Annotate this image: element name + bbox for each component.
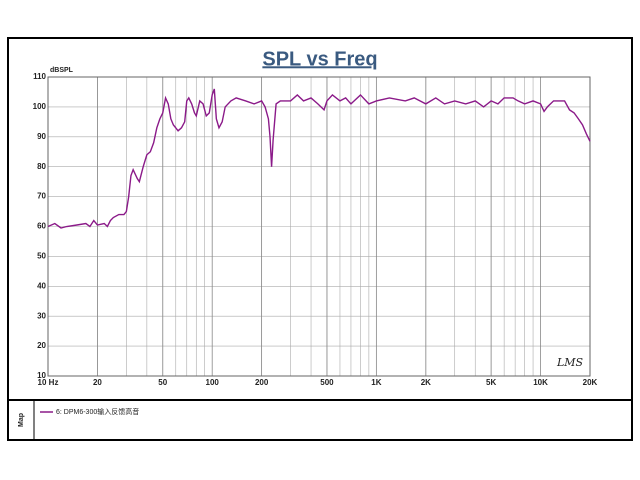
y-tick-label: 70 [37, 192, 46, 201]
y-tick-label: 30 [37, 311, 46, 320]
x-tick-label: 5K [486, 378, 496, 387]
y-tick-label: 20 [37, 341, 46, 350]
y-tick-label: 110 [33, 72, 46, 81]
x-tick-label: 10 Hz [38, 378, 59, 387]
chart-title: SPL vs Freq [262, 48, 377, 70]
legend-label: 6: DPM6-300输入反馈高音 [56, 407, 139, 416]
y-tick-label: 80 [37, 162, 46, 171]
y-tick-label: 50 [37, 252, 46, 261]
y-tick-label: 90 [37, 132, 46, 141]
x-tick-label: 20 [93, 378, 102, 387]
y-tick-label: 10 [37, 371, 46, 380]
y-tick-label: 100 [33, 102, 47, 111]
x-tick-label: 1K [371, 378, 381, 387]
y-tick-label: 40 [37, 281, 46, 290]
x-tick-label: 20K [583, 378, 598, 387]
y-axis-label: dBSPL [50, 67, 74, 74]
legend-box-label: Map [18, 413, 25, 427]
x-tick-label: 2K [421, 378, 431, 387]
x-tick-label: 10K [533, 378, 548, 387]
x-tick-label: 50 [158, 378, 167, 387]
y-tick-label: 60 [37, 222, 46, 231]
x-tick-label: 200 [255, 378, 269, 387]
x-tick-label: 100 [206, 378, 220, 387]
logo: LMS [556, 356, 584, 369]
x-tick-label: 500 [320, 378, 334, 387]
data-line [47, 88, 591, 229]
